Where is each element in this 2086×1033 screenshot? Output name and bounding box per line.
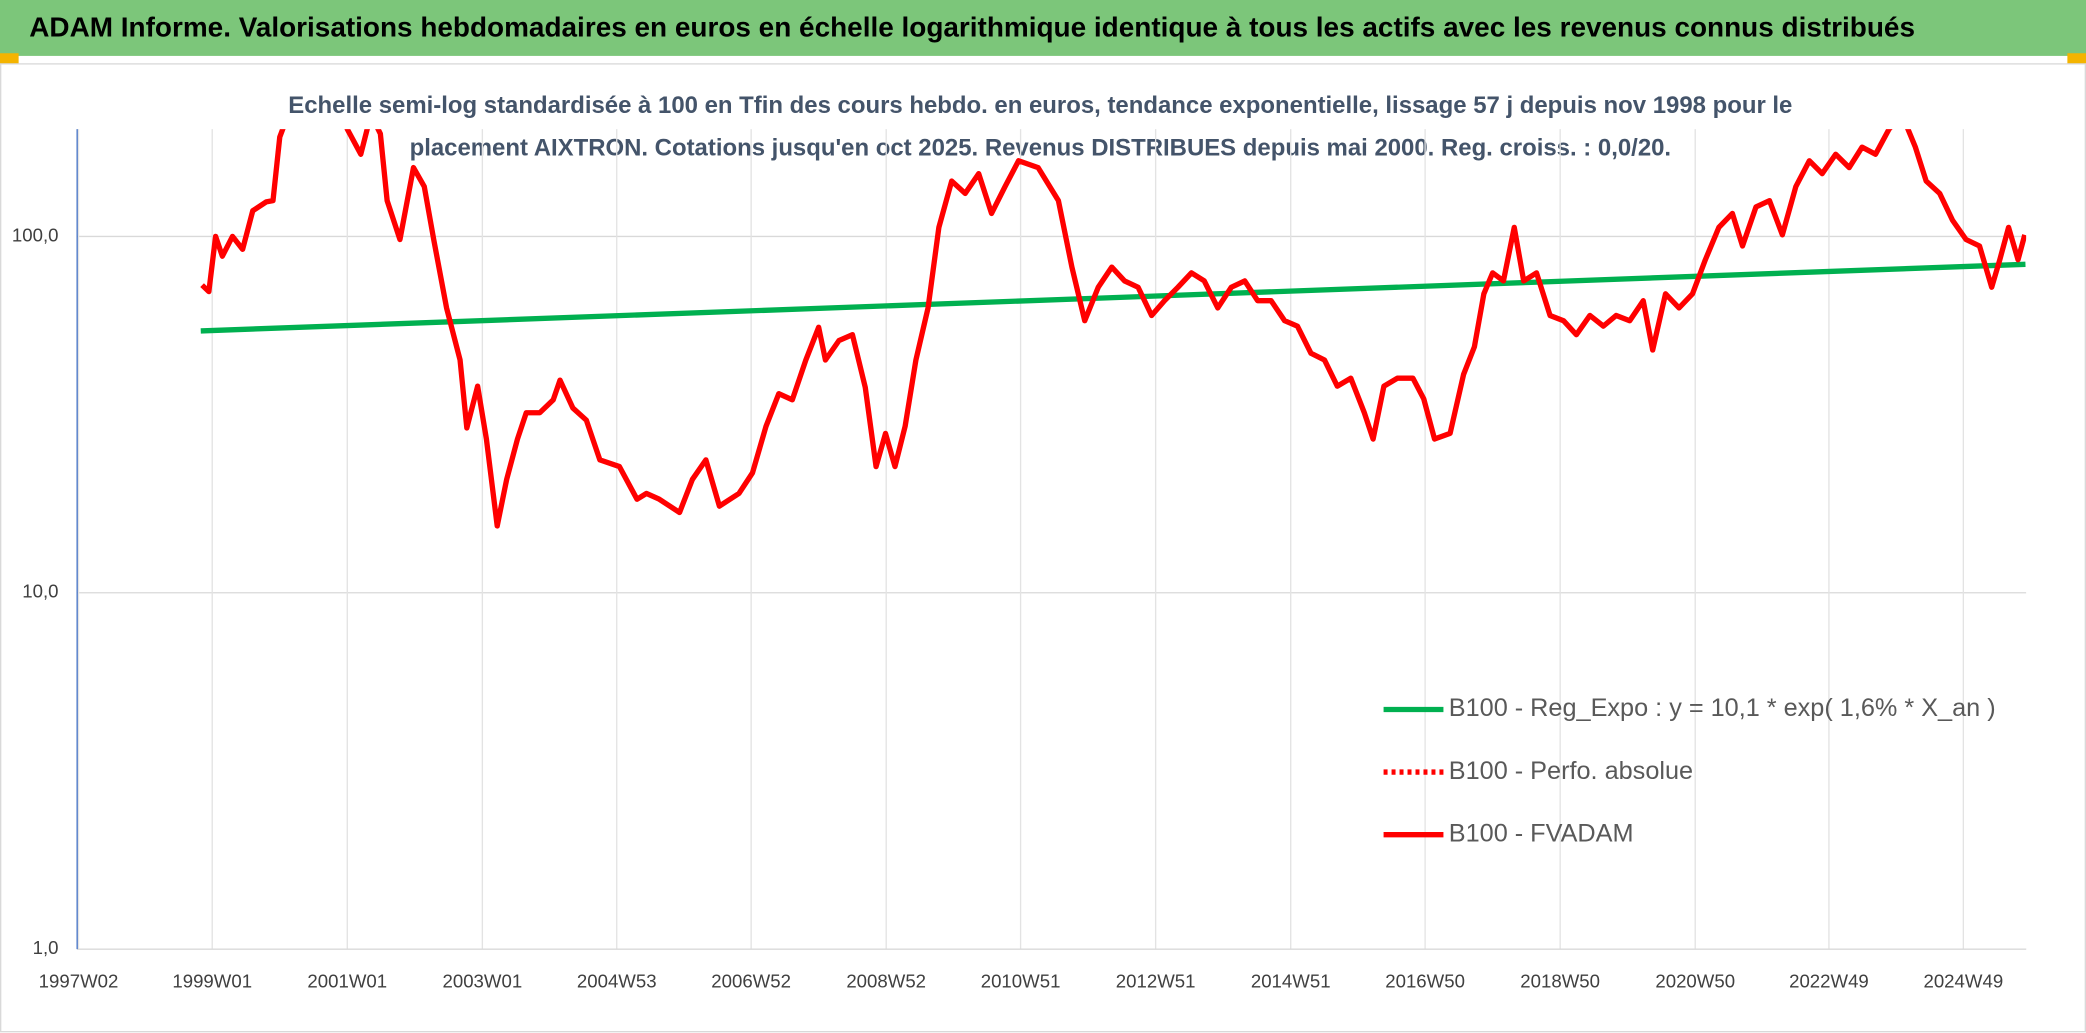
x-tick-label: 2010W51: [981, 970, 1061, 991]
series-line: [200, 129, 2027, 529]
y-tick-label: 100,0: [12, 224, 59, 245]
x-tick-label: 2004W53: [577, 970, 657, 991]
chart-subtitle: placement AIXTRON. Cotations jusqu'en oc…: [410, 134, 1672, 161]
legend-label: B100 - Perfo. absolue: [1449, 757, 1693, 785]
frame: [0, 63, 2086, 1033]
series-line: [200, 261, 2026, 334]
plot-area: [200, 129, 2027, 529]
legend-label: B100 - Reg_Expo : y = 10,1 * exp( 1,6% *…: [1449, 694, 1996, 722]
chart-subtitle: Echelle semi-log standardisée à 100 en T…: [288, 92, 1792, 119]
x-tick-label: 1999W01: [172, 970, 252, 991]
x-tick-label: 1997W02: [39, 970, 119, 991]
x-tick-label: 2016W50: [1385, 970, 1465, 991]
x-tick-label: 2020W50: [1655, 970, 1735, 991]
y-tick-label: 1,0: [33, 937, 59, 958]
x-tick-label: 2018W50: [1520, 970, 1600, 991]
x-tick-label: 2006W52: [711, 970, 791, 991]
x-tick-label: 2024W49: [1923, 970, 2003, 991]
grid: 1,0 10,0 100,0 1997W02 1999W01 2001W01 2003W01…: [12, 129, 2027, 991]
corner-mark: [2067, 53, 2086, 64]
x-tick-label: 2001W01: [307, 970, 387, 991]
x-tick-label: 2012W51: [1116, 970, 1196, 991]
header-bar: [0, 0, 2086, 56]
x-tick-label: 2022W49: [1789, 970, 1869, 991]
x-tick-label: 2008W52: [846, 970, 926, 991]
x-tick-label: 2003W01: [442, 970, 522, 991]
legend-label: B100 - FVADAM: [1449, 819, 1634, 847]
corner-mark: [0, 53, 19, 64]
page-title: ADAM Informe. Valorisations hebdomadaire…: [29, 12, 1915, 43]
x-tick-label: 2014W51: [1251, 970, 1331, 991]
legend: B100 - Reg_Expo : y = 10,1 * exp( 1,6% *…: [1383, 694, 1996, 847]
y-tick-label: 10,0: [22, 581, 58, 602]
